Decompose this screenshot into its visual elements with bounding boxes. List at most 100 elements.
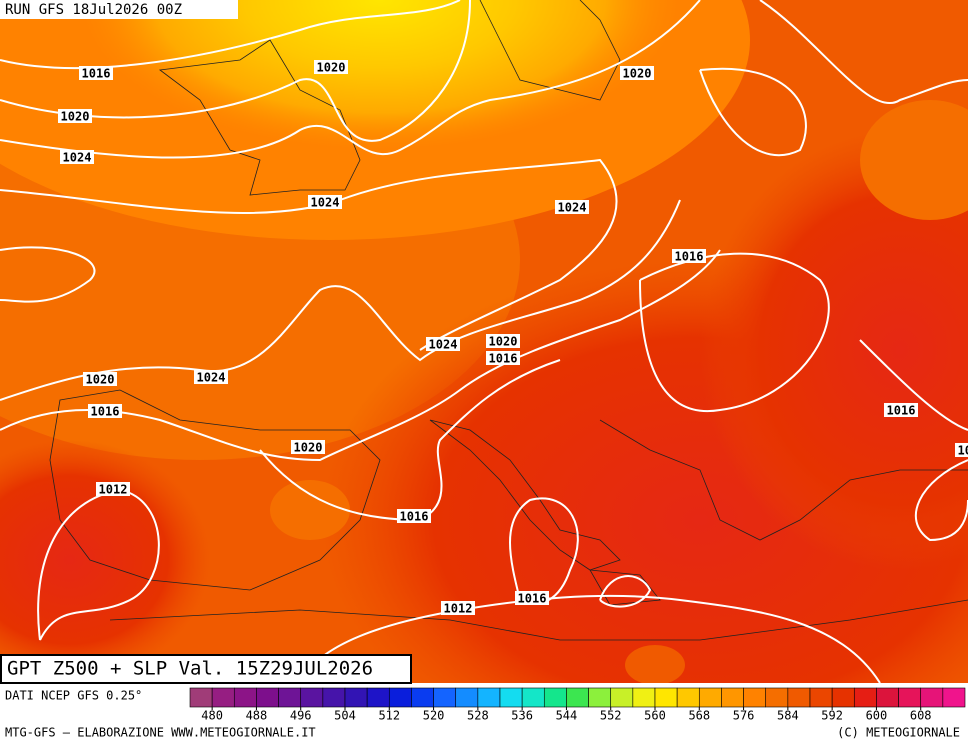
scale-swatch bbox=[876, 687, 899, 708]
scale-swatch bbox=[411, 687, 434, 708]
isobar-label: 1024 bbox=[311, 196, 340, 210]
isobar-label: 1024 bbox=[197, 371, 226, 385]
scale-swatch bbox=[543, 687, 567, 708]
isobar-label-box bbox=[441, 601, 475, 615]
isobar-label: 1020 bbox=[294, 441, 323, 455]
isobar-label-box bbox=[555, 200, 589, 214]
isobar-label: 1024 bbox=[63, 151, 92, 165]
title-box bbox=[0, 654, 412, 684]
isobar-label-box bbox=[96, 482, 130, 496]
field-band bbox=[80, 0, 680, 150]
scale-swatch bbox=[588, 687, 612, 708]
scale-tick-label: 536 bbox=[511, 709, 533, 723]
isobar-label: 1016 bbox=[91, 405, 120, 419]
isobar-label: 1024 bbox=[558, 201, 587, 215]
isobar-label: 1016 bbox=[518, 592, 547, 606]
scale-swatch bbox=[256, 687, 279, 708]
isobar-label: 1016 bbox=[400, 510, 429, 524]
isobar-label: 1016 bbox=[887, 404, 916, 418]
isobar-label: 1016 bbox=[82, 67, 111, 81]
isobar-label-box bbox=[515, 591, 549, 605]
isobar-label-box bbox=[88, 404, 122, 418]
footer-credit: MTG-GFS — ELABORAZIONE WWW.METEOGIORNALE… bbox=[5, 726, 316, 740]
scale-swatch bbox=[233, 687, 257, 708]
run-box bbox=[0, 0, 238, 19]
isobar-label-box bbox=[884, 403, 918, 417]
isobar-label: 1024 bbox=[429, 338, 458, 352]
scale-swatch bbox=[189, 687, 213, 708]
field-band bbox=[700, 130, 968, 570]
scale-tick-label: 584 bbox=[777, 709, 799, 723]
scale-tick-label: 560 bbox=[644, 709, 666, 723]
field-band bbox=[860, 100, 968, 220]
scale-tick-label: 592 bbox=[821, 709, 843, 723]
scale-swatch bbox=[942, 687, 966, 708]
isobar-label: 1016 bbox=[958, 444, 968, 458]
isobar-label: 1016 bbox=[489, 352, 518, 366]
scale-swatch bbox=[920, 687, 944, 708]
scale-swatch bbox=[853, 687, 877, 708]
isobar-label-box bbox=[79, 66, 113, 80]
color-scale: 480 488 496 504 512 520 528 536 544 552 560 568 576 5… bbox=[189, 687, 966, 723]
isobar-label: 1020 bbox=[86, 373, 115, 387]
scale-swatch bbox=[499, 687, 523, 708]
isobars bbox=[0, 0, 968, 683]
scale-swatch bbox=[765, 687, 789, 708]
scale-tick-label: 608 bbox=[910, 709, 932, 723]
isobar-label-box bbox=[397, 509, 431, 523]
isobar-label-box bbox=[955, 443, 968, 457]
scale-tick-label: 496 bbox=[290, 709, 312, 723]
isobar-label: 1020 bbox=[61, 110, 90, 124]
isobar-labels: 1016 1020 1020 1020 1024 1024 1024 1016 1024 1020… bbox=[58, 60, 968, 616]
isobar-label: 1020 bbox=[489, 335, 518, 349]
scale-tick-label: 544 bbox=[556, 709, 578, 723]
scale-swatch bbox=[721, 687, 744, 708]
run-label: RUN GFS 18Jul2026 00Z bbox=[5, 2, 182, 18]
scale-tick-label: 504 bbox=[334, 709, 356, 723]
isobar-label-box bbox=[83, 372, 117, 386]
scale-swatch bbox=[344, 687, 368, 708]
scale-swatch bbox=[743, 687, 767, 708]
isobar-label-box bbox=[426, 337, 460, 351]
scale-tick-label: 568 bbox=[688, 709, 710, 723]
isobar-label: 1020 bbox=[317, 61, 346, 75]
field-band bbox=[625, 645, 685, 683]
scale-swatch bbox=[787, 687, 811, 708]
scale-swatch bbox=[898, 687, 922, 708]
scale-swatch bbox=[632, 687, 656, 708]
isobar-label-box bbox=[486, 351, 520, 365]
isobar-label-box bbox=[314, 60, 348, 74]
isobar-label-box bbox=[60, 150, 94, 164]
isobar-label-box bbox=[308, 195, 342, 209]
isobar-label-box bbox=[58, 109, 92, 123]
scale-swatch bbox=[698, 687, 722, 708]
scale-tick-label: 552 bbox=[600, 709, 622, 723]
isobar-label: 1012 bbox=[444, 602, 473, 616]
scale-tick-label: 600 bbox=[866, 709, 888, 723]
scale-swatch bbox=[388, 687, 412, 708]
scale-swatch bbox=[366, 687, 390, 708]
scale-tick-label: 480 bbox=[201, 709, 223, 723]
isobar-label-box bbox=[620, 66, 654, 80]
scale-swatch bbox=[809, 687, 833, 708]
data-source: DATI NCEP GFS 0.25° bbox=[5, 689, 142, 703]
scale-tick-label: 576 bbox=[733, 709, 755, 723]
scale-swatch bbox=[300, 687, 324, 708]
scale-tick-label: 512 bbox=[378, 709, 400, 723]
isobar-label-box bbox=[486, 334, 520, 348]
isobar-label: 1020 bbox=[623, 67, 652, 81]
scale-swatch bbox=[477, 687, 501, 708]
scale-swatch bbox=[610, 687, 634, 708]
scale-tick-label: 520 bbox=[423, 709, 445, 723]
scale-swatch bbox=[521, 687, 545, 708]
isobar-label: 1012 bbox=[99, 483, 128, 497]
isobar-label-box bbox=[672, 249, 706, 263]
isobar-label-box bbox=[194, 370, 228, 384]
map-title: GPT Z500 + SLP Val. 15Z29JUL2026 bbox=[7, 658, 373, 680]
scale-swatch bbox=[455, 687, 479, 708]
coastlines bbox=[49, 0, 968, 641]
scale-swatch bbox=[831, 687, 855, 708]
scale-tick-label: 488 bbox=[246, 709, 268, 723]
